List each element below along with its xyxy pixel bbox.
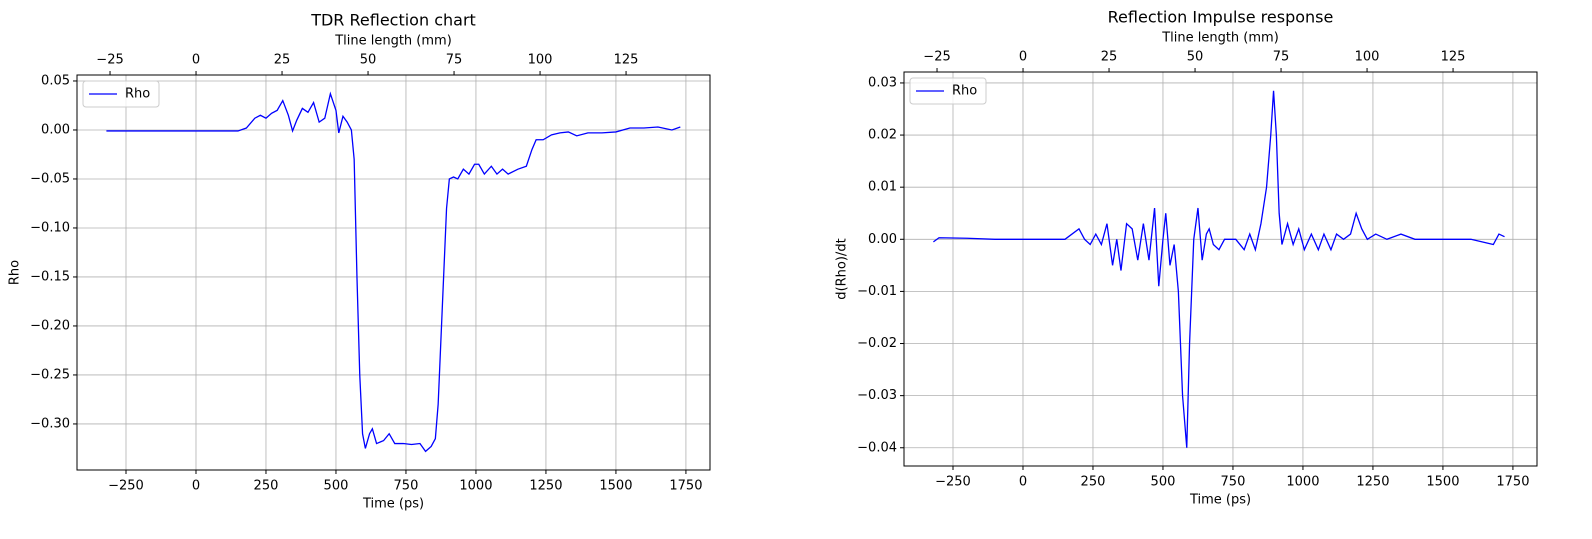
x2-axis-label: Tline length (mm) [334,34,452,49]
legend-label: Rho [125,87,150,102]
x-tick-label: 1250 [1356,475,1389,490]
y-tick-label: −0.05 [30,171,70,186]
x-tick-label: 0 [1019,475,1027,490]
x-axis-label: Time (ps) [1189,493,1251,508]
y-tick-label: −0.30 [30,416,70,431]
x-tick-label: 1000 [1286,475,1319,490]
x2-tick-label: 75 [446,53,463,68]
x2-tick-label: 25 [274,53,291,68]
y-axis-label: d(Rho)/dt [835,238,850,299]
x2-tick-label: 100 [528,53,553,68]
legend-box [82,80,160,108]
x-tick-label: 250 [254,479,279,494]
y-tick-label: 0.00 [41,122,70,137]
y-axis-label: Rho [8,260,23,285]
y-tick-label: −0.25 [30,367,70,382]
data-line [106,91,681,453]
x-tick-label: 750 [394,479,419,494]
x-tick-label: 1000 [459,479,492,494]
x2-tick-label: −25 [923,50,950,65]
x-tick-label: −250 [108,479,144,494]
x-tick-label: 1250 [529,479,562,494]
y-tick-label: 0.01 [868,180,897,195]
y-tick-label: −0.01 [857,284,897,299]
x-tick-label: 250 [1081,475,1106,490]
x2-tick-label: −25 [96,53,123,68]
x-tick-label: 1500 [1426,475,1459,490]
x2-axis-label: Tline length (mm) [1161,31,1279,46]
y-tick-label: −0.03 [857,388,897,403]
data-line [933,90,1505,448]
chart-title: Reflection Impulse response [1108,8,1334,27]
y-tick-label: 0.02 [868,128,897,143]
x2-tick-label: 50 [360,53,377,68]
y-tick-label: 0.03 [868,75,897,90]
x2-tick-label: 125 [614,53,639,68]
x-tick-label: 750 [1221,475,1246,490]
x-tick-label: 1750 [1496,475,1529,490]
legend-box [909,77,987,105]
x2-tick-label: 50 [1187,50,1204,65]
y-tick-label: −0.20 [30,318,70,333]
x2-tick-label: 0 [192,53,200,68]
y-tick-label: 0.00 [868,232,897,247]
x-tick-label: 0 [192,479,200,494]
plot-frame [903,71,1538,467]
y-tick-label: −0.10 [30,220,70,235]
legend-label: Rho [952,84,977,99]
plot-frame [76,74,711,471]
x2-tick-label: 25 [1101,50,1118,65]
x2-tick-label: 100 [1355,50,1380,65]
x2-tick-label: 0 [1019,50,1027,65]
x2-tick-label: 125 [1441,50,1466,65]
y-tick-label: −0.15 [30,269,70,284]
x-tick-label: 1750 [669,479,702,494]
x-tick-label: 500 [1151,475,1176,490]
y-tick-label: −0.02 [857,336,897,351]
chart-title: TDR Reflection chart [310,11,476,30]
y-tick-label: 0.05 [41,73,70,88]
x-tick-label: −250 [935,475,971,490]
x-tick-label: 500 [324,479,349,494]
x-tick-label: 1500 [599,479,632,494]
x2-tick-label: 75 [1273,50,1290,65]
x-axis-label: Time (ps) [362,497,424,512]
y-tick-label: −0.04 [857,440,897,455]
